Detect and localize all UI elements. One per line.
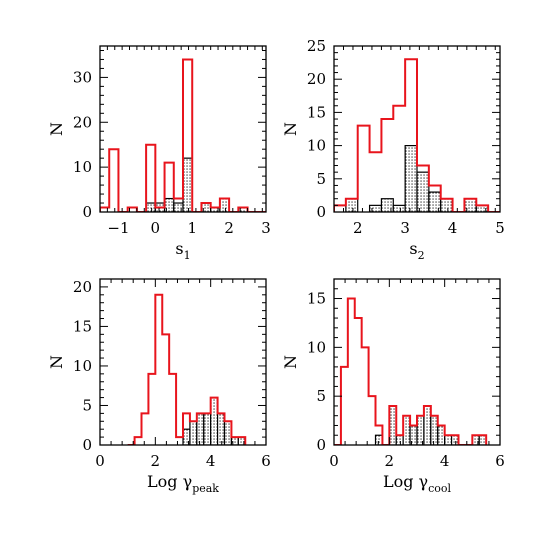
- x-tick-label: 5: [495, 219, 505, 237]
- x-axis-label: Log γpeak: [147, 472, 219, 495]
- y-tick-label: 20: [73, 278, 92, 296]
- x-tick-label: 4: [440, 452, 450, 470]
- y-axis-label: N: [281, 122, 300, 136]
- y-tick-label: 10: [307, 338, 326, 356]
- plot-area: [127, 293, 247, 445]
- hatched-bar: [374, 434, 384, 445]
- y-tick-label: 0: [316, 436, 326, 454]
- hatched-bar: [182, 157, 193, 212]
- x-tick-label: 4: [448, 219, 458, 237]
- red-histogram-line: [334, 297, 488, 445]
- red-histogram-line: [100, 58, 266, 212]
- hatched-bar: [210, 396, 219, 445]
- hatched-bar: [189, 420, 198, 445]
- x-tick-label: 2: [353, 219, 363, 237]
- x-axis-label: Log γcool: [383, 472, 452, 495]
- hatched-bar: [463, 198, 477, 212]
- x-tick-label: 0: [151, 219, 161, 237]
- plot-area: [334, 58, 500, 212]
- hatched-bar: [388, 405, 397, 445]
- y-tick-label: 0: [82, 203, 92, 221]
- plot-frame: [333, 278, 501, 446]
- x-tick-label: 3: [261, 219, 271, 237]
- plot-area: [334, 297, 488, 445]
- hatched-bar: [416, 171, 430, 212]
- y-tick-label: 5: [82, 396, 92, 414]
- hatched-bar: [196, 412, 205, 445]
- x-axis-label-main: Log γ: [383, 472, 428, 491]
- hatched-bar: [216, 412, 226, 445]
- plot-frame: [333, 45, 501, 213]
- hatched-bar: [395, 434, 404, 445]
- x-axis-label-main: s: [175, 239, 183, 258]
- red-histogram-line: [127, 293, 247, 445]
- hatched-bar: [404, 145, 418, 212]
- hatched-bar: [450, 434, 460, 445]
- x-axis-label-subscript: cool: [428, 482, 451, 495]
- y-tick-label: 0: [316, 203, 326, 221]
- red-histogram-line: [334, 58, 500, 212]
- x-tick-label: 2: [224, 219, 234, 237]
- hatched-bar: [416, 415, 425, 445]
- y-tick-label: 10: [73, 357, 92, 375]
- hatched-bar: [223, 420, 233, 445]
- y-tick-label: 10: [73, 158, 92, 176]
- x-tick-label: −1: [107, 219, 129, 237]
- x-axis-label-subscript: 1: [184, 249, 191, 262]
- hatched-bar: [402, 415, 411, 445]
- y-tick-label: 5: [316, 387, 326, 405]
- x-axis-label-main: Log γ: [147, 472, 192, 491]
- x-tick-label: 0: [95, 452, 105, 470]
- hatched-bar: [380, 198, 394, 212]
- hatched-bar: [145, 202, 156, 212]
- y-tick-label: 25: [307, 37, 326, 55]
- x-tick-label: 2: [151, 452, 161, 470]
- x-tick-label: 1: [187, 219, 197, 237]
- plot-area: [100, 58, 266, 212]
- x-tick-label: 3: [400, 219, 410, 237]
- y-tick-label: 15: [73, 317, 92, 335]
- x-tick-label: 6: [261, 452, 271, 470]
- hatched-bar: [437, 424, 446, 445]
- y-tick-label: 30: [73, 68, 92, 86]
- hatched-bar: [368, 204, 383, 212]
- hatched-bar: [219, 197, 230, 212]
- y-tick-label: 10: [307, 137, 326, 155]
- x-axis-label: s1: [175, 239, 190, 262]
- y-tick-label: 20: [307, 70, 326, 88]
- histogram-panel-3: 0 2 4 6 0 5 10 15 20 N Log γpeak: [47, 278, 271, 495]
- hatched-bar: [345, 198, 359, 212]
- y-tick-label: 20: [73, 113, 92, 131]
- hatched-bar: [478, 434, 487, 445]
- y-axis-label: N: [281, 355, 300, 369]
- plot-frame: [99, 278, 267, 446]
- x-tick-label: 2: [385, 452, 395, 470]
- y-tick-label: 15: [307, 290, 326, 308]
- y-tick-label: 5: [316, 170, 326, 188]
- y-axis-label: N: [47, 122, 66, 136]
- plot-frame: [99, 45, 267, 213]
- x-axis-label: s2: [409, 239, 424, 262]
- x-tick-label: 4: [206, 452, 216, 470]
- x-axis-label-subscript: peak: [192, 482, 219, 495]
- hatched-bar: [428, 191, 442, 212]
- y-tick-label: 15: [307, 103, 326, 121]
- histogram-panel-4: 0 2 4 6 0 5 10 15 N Log γcool: [281, 278, 505, 495]
- hatched-bar: [423, 405, 432, 445]
- x-tick-label: 6: [495, 452, 505, 470]
- hatched-bar: [430, 415, 439, 445]
- y-axis-label: N: [47, 355, 66, 369]
- hatched-bar: [203, 412, 212, 445]
- x-axis-label-subscript: 2: [418, 249, 425, 262]
- hatched-bar: [392, 204, 406, 212]
- hatched-bar: [440, 198, 454, 212]
- x-tick-label: 0: [329, 452, 339, 470]
- x-axis-label-main: s: [409, 239, 417, 258]
- y-tick-label: 0: [82, 436, 92, 454]
- hatched-bar: [444, 434, 453, 445]
